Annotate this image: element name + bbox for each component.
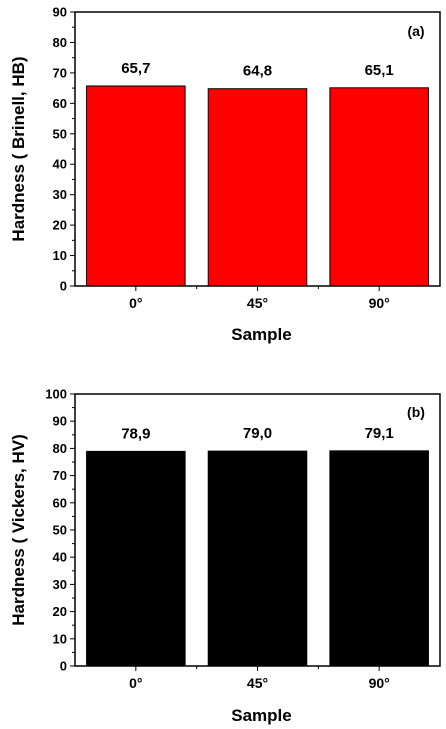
x-axis-title: Sample	[231, 706, 291, 725]
x-axis-title: Sample	[231, 325, 291, 344]
y-tick-label-9: 80	[53, 35, 67, 50]
y-tick-label-9: 80	[53, 441, 67, 456]
data-label-2: 79,0	[243, 425, 272, 442]
y-tick-label-3: 20	[53, 604, 67, 619]
chart-panel-2: 78,9 0° 79,0 45° 79,1 90° 0 10 20 30 40 50 60 70 80 90 1…	[9, 387, 441, 725]
x-tick-label-1: 0°	[129, 675, 142, 691]
y-tick-label-4: 30	[53, 577, 67, 592]
bar-2	[207, 88, 308, 287]
panel-label: (b)	[407, 404, 425, 420]
x-tick-label-1: 0°	[129, 295, 142, 311]
y-tick-label-6: 50	[53, 126, 67, 141]
y-tick-label-2: 10	[53, 248, 67, 263]
y-tick-label-1: 0	[60, 279, 67, 294]
y-axis-title: Hardness ( Brinell, HB)	[9, 56, 28, 241]
x-tick-label-2: 45°	[247, 295, 268, 311]
y-tick-label-10: 90	[53, 5, 67, 20]
chart-panel-1: 65,7 0° 64,8 45° 65,1 90° 0 10 20 30 40 50 60 70 80 90 S…	[9, 5, 441, 344]
bar-3	[329, 87, 429, 287]
y-tick-label-8: 70	[53, 65, 67, 80]
bar-3	[329, 450, 429, 667]
x-tick-label-3: 90°	[369, 295, 390, 311]
data-label-3: 65,1	[365, 62, 394, 79]
y-tick-label-8: 70	[53, 468, 67, 483]
y-tick-label-7: 60	[53, 495, 67, 510]
data-label-2: 64,8	[243, 63, 272, 80]
x-tick-label-3: 90°	[369, 675, 390, 691]
panel-label: (a)	[407, 23, 424, 39]
y-tick-label-2: 10	[53, 631, 67, 646]
y-tick-label-3: 20	[53, 218, 67, 233]
bar-1	[86, 450, 186, 667]
y-tick-label-5: 40	[53, 550, 67, 565]
y-tick-label-6: 50	[53, 523, 67, 538]
y-axis-title: Hardness ( Vickers, HV)	[9, 434, 28, 626]
data-label-1: 65,7	[121, 60, 150, 77]
y-tick-label-4: 30	[53, 187, 67, 202]
x-tick-label-2: 45°	[247, 675, 268, 691]
y-tick-label-11: 100	[45, 387, 67, 402]
y-tick-label-5: 40	[53, 157, 67, 172]
y-tick-label-7: 60	[53, 96, 67, 111]
y-tick-label-10: 90	[53, 414, 67, 429]
data-label-1: 78,9	[121, 425, 150, 442]
bar-1	[86, 85, 186, 287]
bar-2	[207, 450, 308, 667]
y-tick-label-1: 0	[60, 659, 67, 674]
data-label-3: 79,1	[365, 425, 394, 442]
